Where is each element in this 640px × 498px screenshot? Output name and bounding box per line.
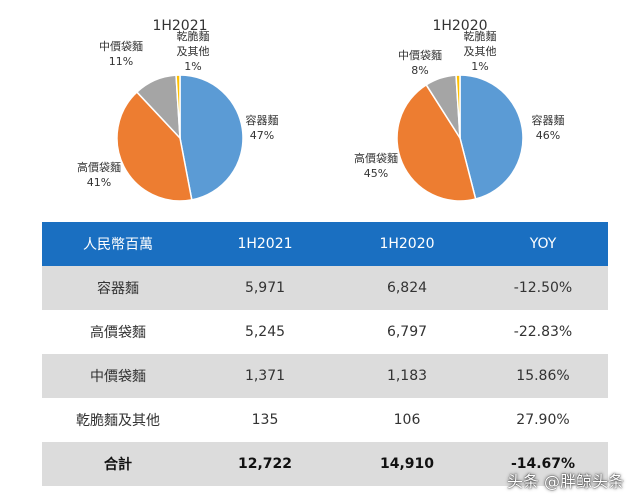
- cell-1h2021: 5,245: [194, 310, 336, 354]
- row-label: 乾脆麵及其他: [42, 398, 194, 442]
- pie-label-1h2020-0: 容器麵 46%: [532, 113, 565, 142]
- pie-label-1h2021-1: 高價袋麵 41%: [77, 160, 121, 189]
- table-total-row: 合計 12,722 14,910 -14.67%: [42, 442, 608, 486]
- cell-1h2020: 1,183: [336, 354, 478, 398]
- row-label: 合計: [42, 442, 194, 486]
- watermark: 头条 @胖鲸头条: [506, 472, 624, 491]
- table-row: 容器麵 5,971 6,824 -12.50%: [42, 266, 608, 310]
- row-label: 高價袋麵: [42, 310, 194, 354]
- pie-slice-1h2020-3: [455, 74, 461, 139]
- pie-slice-1h2021-3: [175, 74, 181, 139]
- pie-label-1h2021-3: 乾脆麵及其他 1%: [177, 29, 210, 73]
- header-unit: 人民幣百萬: [42, 222, 194, 266]
- cell-1h2021: 12,722: [194, 442, 336, 486]
- cell-1h2021: 135: [194, 398, 336, 442]
- header-yoy: YOY: [478, 222, 608, 266]
- row-label: 中價袋麵: [42, 354, 194, 398]
- table-header-row: 人民幣百萬 1H2021 1H2020 YOY: [42, 222, 608, 266]
- cell-1h2021: 1,371: [194, 354, 336, 398]
- table-row: 高價袋麵 5,245 6,797 -22.83%: [42, 310, 608, 354]
- pie-slice-1h2021-0: [179, 74, 244, 201]
- pie-label-1h2021-0: 容器麵 47%: [246, 113, 279, 142]
- pie-charts-area: 1H2021 容器麵 47% 高價袋麵 41% 中價袋麵 11% 乾脆麵及其他 1% 1H2020…: [0, 0, 640, 222]
- pie-label-1h2020-1: 高價袋麵 45%: [354, 151, 398, 180]
- pie-title-1h2020: 1H2020: [432, 18, 487, 34]
- cell-yoy: 15.86%: [478, 354, 608, 398]
- revenue-table: 人民幣百萬 1H2021 1H2020 YOY 容器麵 5,971 6,824 …: [42, 222, 608, 486]
- cell-1h2020: 106: [336, 398, 478, 442]
- cell-1h2020: 6,797: [336, 310, 478, 354]
- pie-slice-1h2020-1: [396, 83, 477, 202]
- cell-1h2021: 5,971: [194, 266, 336, 310]
- pie-slice-1h2021-1: [116, 91, 193, 202]
- header-1h2020: 1H2020: [336, 222, 478, 266]
- pie-label-1h2021-2: 中價袋麵 11%: [99, 39, 143, 68]
- pie-slice-1h2020-0: [459, 74, 524, 200]
- cell-1h2020: 6,824: [336, 266, 478, 310]
- table-row: 乾脆麵及其他 135 106 27.90%: [42, 398, 608, 442]
- pie-title-1h2021: 1H2021: [152, 18, 207, 34]
- pie-label-1h2020-2: 中價袋麵 8%: [398, 48, 442, 77]
- header-1h2021: 1H2021: [194, 222, 336, 266]
- cell-yoy: 27.90%: [478, 398, 608, 442]
- cell-yoy: -22.83%: [478, 310, 608, 354]
- cell-yoy: -12.50%: [478, 266, 608, 310]
- cell-yoy: -14.67%: [478, 442, 608, 486]
- pie-label-1h2020-3: 乾脆麵及其他 1%: [464, 29, 497, 73]
- table-row: 中價袋麵 1,371 1,183 15.86%: [42, 354, 608, 398]
- row-label: 容器麵: [42, 266, 194, 310]
- cell-1h2020: 14,910: [336, 442, 478, 486]
